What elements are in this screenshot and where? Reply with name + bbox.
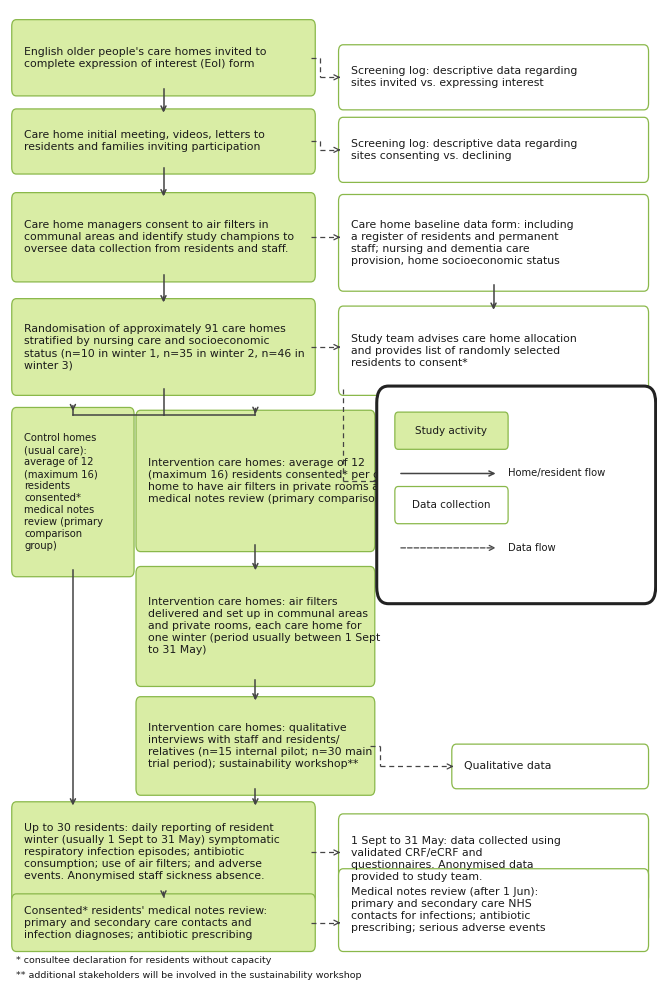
FancyBboxPatch shape — [452, 744, 648, 789]
Text: Key: Key — [403, 417, 424, 430]
Text: Data collection: Data collection — [412, 500, 491, 510]
FancyBboxPatch shape — [12, 894, 315, 952]
Text: Randomisation of approximately 91 care homes
stratified by nursing care and soci: Randomisation of approximately 91 care h… — [24, 324, 305, 370]
Text: Screening log: descriptive data regarding
sites consenting vs. declining: Screening log: descriptive data regardin… — [351, 139, 578, 161]
Text: Up to 30 residents: daily reporting of resident
winter (usually 1 Sept to 31 May: Up to 30 residents: daily reporting of r… — [24, 823, 280, 881]
Text: Intervention care homes: average of 12
(maximum 16) residents consented* per car: Intervention care homes: average of 12 (… — [148, 458, 422, 504]
FancyBboxPatch shape — [338, 194, 648, 291]
FancyBboxPatch shape — [12, 109, 315, 174]
Text: Care home managers consent to air filters in
communal areas and identify study c: Care home managers consent to air filter… — [24, 220, 294, 254]
FancyBboxPatch shape — [338, 869, 648, 952]
Text: * consultee declaration for residents without capacity: * consultee declaration for residents wi… — [16, 956, 271, 965]
Text: Care home baseline data form: including
a register of residents and permanent
st: Care home baseline data form: including … — [351, 220, 574, 266]
FancyBboxPatch shape — [136, 566, 374, 686]
Text: Intervention care homes: qualitative
interviews with staff and residents/
relati: Intervention care homes: qualitative int… — [148, 723, 373, 769]
FancyBboxPatch shape — [395, 487, 508, 524]
Text: Intervention care homes: air filters
delivered and set up in communal areas
and : Intervention care homes: air filters del… — [148, 597, 380, 655]
FancyBboxPatch shape — [136, 410, 374, 552]
Text: 1 Sept to 31 May: data collected using
validated CRF/eCRF and
questionnaires. An: 1 Sept to 31 May: data collected using v… — [351, 836, 560, 882]
Text: Consented* residents' medical notes review:
primary and secondary care contacts : Consented* residents' medical notes revi… — [24, 906, 267, 940]
FancyBboxPatch shape — [12, 193, 315, 282]
Text: Study team advises care home allocation
and provides list of randomly selected
r: Study team advises care home allocation … — [351, 334, 577, 368]
FancyBboxPatch shape — [338, 45, 648, 110]
FancyBboxPatch shape — [338, 306, 648, 395]
Text: ** additional stakeholders will be involved in the sustainability workshop: ** additional stakeholders will be invol… — [16, 971, 362, 980]
Text: Data flow: Data flow — [508, 543, 556, 553]
Text: Medical notes review (after 1 Jun):
primary and secondary care NHS
contacts for : Medical notes review (after 1 Jun): prim… — [351, 887, 545, 933]
FancyBboxPatch shape — [338, 814, 648, 903]
Text: Care home initial meeting, videos, letters to
residents and families inviting pa: Care home initial meeting, videos, lette… — [24, 130, 265, 152]
Text: Screening log: descriptive data regarding
sites invited vs. expressing interest: Screening log: descriptive data regardin… — [351, 66, 578, 88]
FancyBboxPatch shape — [338, 117, 648, 182]
Text: Study activity: Study activity — [415, 426, 487, 436]
FancyBboxPatch shape — [376, 386, 656, 604]
FancyBboxPatch shape — [395, 412, 508, 449]
FancyBboxPatch shape — [12, 802, 315, 903]
Text: English older people's care homes invited to
complete expression of interest (Eo: English older people's care homes invite… — [24, 47, 267, 69]
FancyBboxPatch shape — [12, 299, 315, 395]
FancyBboxPatch shape — [12, 407, 134, 577]
FancyBboxPatch shape — [136, 697, 374, 795]
FancyBboxPatch shape — [12, 20, 315, 96]
Text: Home/resident flow: Home/resident flow — [508, 468, 605, 478]
Text: Qualitative data: Qualitative data — [464, 761, 551, 771]
Text: Control homes
(usual care):
average of 12
(maximum 16)
residents
consented*
medi: Control homes (usual care): average of 1… — [24, 433, 103, 551]
